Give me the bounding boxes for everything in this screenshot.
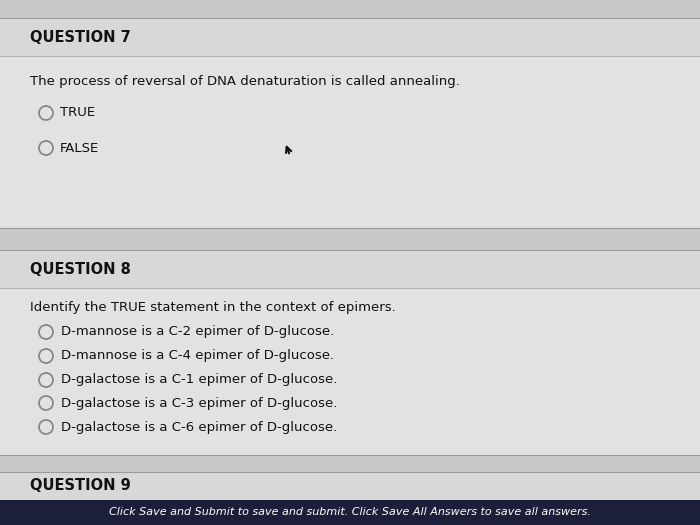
FancyBboxPatch shape [0,500,700,525]
FancyBboxPatch shape [0,472,700,500]
Text: QUESTION 9: QUESTION 9 [30,478,131,494]
Text: QUESTION 7: QUESTION 7 [30,29,131,45]
Text: Identify the TRUE statement in the context of epimers.: Identify the TRUE statement in the conte… [30,301,395,314]
FancyBboxPatch shape [0,228,700,250]
Text: D-galactose is a C-6 epimer of D-glucose.: D-galactose is a C-6 epimer of D-glucose… [61,421,337,434]
FancyBboxPatch shape [0,250,700,288]
Text: The process of reversal of DNA denaturation is called annealing.: The process of reversal of DNA denaturat… [30,76,460,89]
FancyBboxPatch shape [0,18,700,228]
FancyBboxPatch shape [0,250,700,455]
FancyBboxPatch shape [0,455,700,472]
Text: D-galactose is a C-3 epimer of D-glucose.: D-galactose is a C-3 epimer of D-glucose… [61,396,337,410]
Text: QUESTION 8: QUESTION 8 [30,261,131,277]
Text: Click Save and Submit to save and submit. Click Save All Answers to save all ans: Click Save and Submit to save and submit… [109,507,591,517]
Text: D-mannose is a C-2 epimer of D-glucose.: D-mannose is a C-2 epimer of D-glucose. [61,326,335,339]
FancyBboxPatch shape [0,18,700,56]
Text: D-galactose is a C-1 epimer of D-glucose.: D-galactose is a C-1 epimer of D-glucose… [61,373,337,386]
Text: TRUE: TRUE [60,107,95,120]
Text: FALSE: FALSE [60,142,99,154]
Text: D-mannose is a C-4 epimer of D-glucose.: D-mannose is a C-4 epimer of D-glucose. [61,350,334,362]
